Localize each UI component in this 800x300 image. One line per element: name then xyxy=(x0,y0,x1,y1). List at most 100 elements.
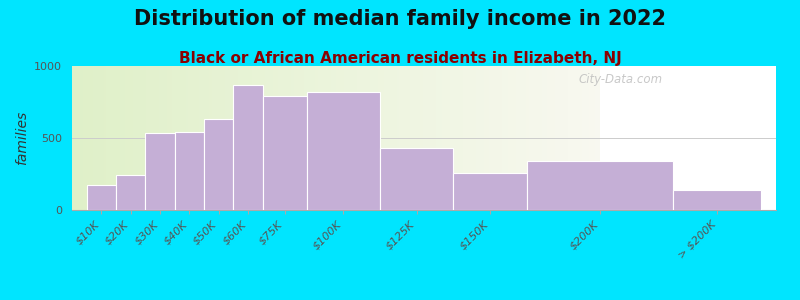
Bar xyxy=(315,66,318,210)
Bar xyxy=(114,66,117,210)
Bar xyxy=(482,66,484,210)
Bar xyxy=(241,66,243,210)
Bar xyxy=(117,66,119,210)
Bar xyxy=(486,66,489,210)
Bar xyxy=(204,66,206,210)
Text: Black or African American residents in Elizabeth, NJ: Black or African American residents in E… xyxy=(178,51,622,66)
Bar xyxy=(478,66,482,210)
Bar xyxy=(462,66,466,210)
Bar xyxy=(531,66,534,210)
Bar xyxy=(505,66,507,210)
Bar xyxy=(251,66,254,210)
Bar xyxy=(80,66,82,210)
Bar xyxy=(116,176,146,210)
Bar xyxy=(106,66,109,210)
Bar xyxy=(510,66,513,210)
Bar xyxy=(320,66,322,210)
Bar xyxy=(230,66,233,210)
Bar xyxy=(539,66,542,210)
Bar xyxy=(96,66,98,210)
Bar xyxy=(109,66,112,210)
Bar xyxy=(296,66,299,210)
Bar xyxy=(466,66,468,210)
Bar xyxy=(149,66,151,210)
Bar xyxy=(141,66,143,210)
Bar xyxy=(566,66,568,210)
Bar xyxy=(159,66,162,210)
Bar xyxy=(368,66,370,210)
Bar xyxy=(454,172,526,210)
Bar xyxy=(188,66,190,210)
Bar xyxy=(72,66,74,210)
Bar xyxy=(592,66,594,210)
Bar xyxy=(598,66,600,210)
Bar xyxy=(389,66,391,210)
Bar xyxy=(560,66,563,210)
Bar xyxy=(204,119,234,210)
Bar xyxy=(431,66,434,210)
Bar xyxy=(515,66,518,210)
Bar xyxy=(518,66,521,210)
Bar xyxy=(183,66,186,210)
Bar xyxy=(550,66,553,210)
Bar xyxy=(170,66,172,210)
Bar xyxy=(378,66,381,210)
Bar xyxy=(537,66,539,210)
Bar xyxy=(336,66,338,210)
Bar xyxy=(198,66,202,210)
Bar xyxy=(172,66,175,210)
Bar xyxy=(130,66,133,210)
Bar xyxy=(334,66,336,210)
Bar xyxy=(357,66,360,210)
Bar xyxy=(191,66,194,210)
Bar xyxy=(458,66,460,210)
Bar xyxy=(492,66,494,210)
Bar xyxy=(484,66,486,210)
Bar xyxy=(513,66,515,210)
Text: City-Data.com: City-Data.com xyxy=(579,73,663,86)
Bar xyxy=(476,66,478,210)
Bar xyxy=(534,66,537,210)
Bar xyxy=(88,66,90,210)
Bar xyxy=(101,66,104,210)
Bar xyxy=(125,66,127,210)
Bar xyxy=(146,133,174,210)
Bar xyxy=(236,66,238,210)
Bar xyxy=(322,66,326,210)
Bar xyxy=(579,66,582,210)
Bar xyxy=(206,66,210,210)
Bar xyxy=(74,66,78,210)
Bar xyxy=(143,66,146,210)
Bar xyxy=(146,66,149,210)
Bar xyxy=(90,66,93,210)
Bar xyxy=(474,66,476,210)
Bar xyxy=(584,66,586,210)
Bar xyxy=(500,66,502,210)
Bar xyxy=(352,66,354,210)
Bar xyxy=(576,66,579,210)
Bar xyxy=(157,66,159,210)
Bar xyxy=(526,161,674,210)
Bar xyxy=(306,92,380,210)
Bar xyxy=(210,66,212,210)
Bar xyxy=(167,66,170,210)
Bar xyxy=(344,66,346,210)
Bar xyxy=(93,66,96,210)
Bar xyxy=(568,66,571,210)
Bar xyxy=(98,66,101,210)
Bar xyxy=(494,66,497,210)
Bar xyxy=(307,66,310,210)
Bar xyxy=(360,66,362,210)
Bar xyxy=(450,66,452,210)
Bar xyxy=(254,66,257,210)
Bar xyxy=(523,66,526,210)
Bar xyxy=(174,131,204,210)
Bar xyxy=(674,190,762,210)
Bar xyxy=(354,66,357,210)
Bar xyxy=(127,66,130,210)
Bar xyxy=(299,66,302,210)
Bar xyxy=(225,66,228,210)
Bar xyxy=(555,66,558,210)
Bar xyxy=(362,66,365,210)
Bar xyxy=(439,66,442,210)
